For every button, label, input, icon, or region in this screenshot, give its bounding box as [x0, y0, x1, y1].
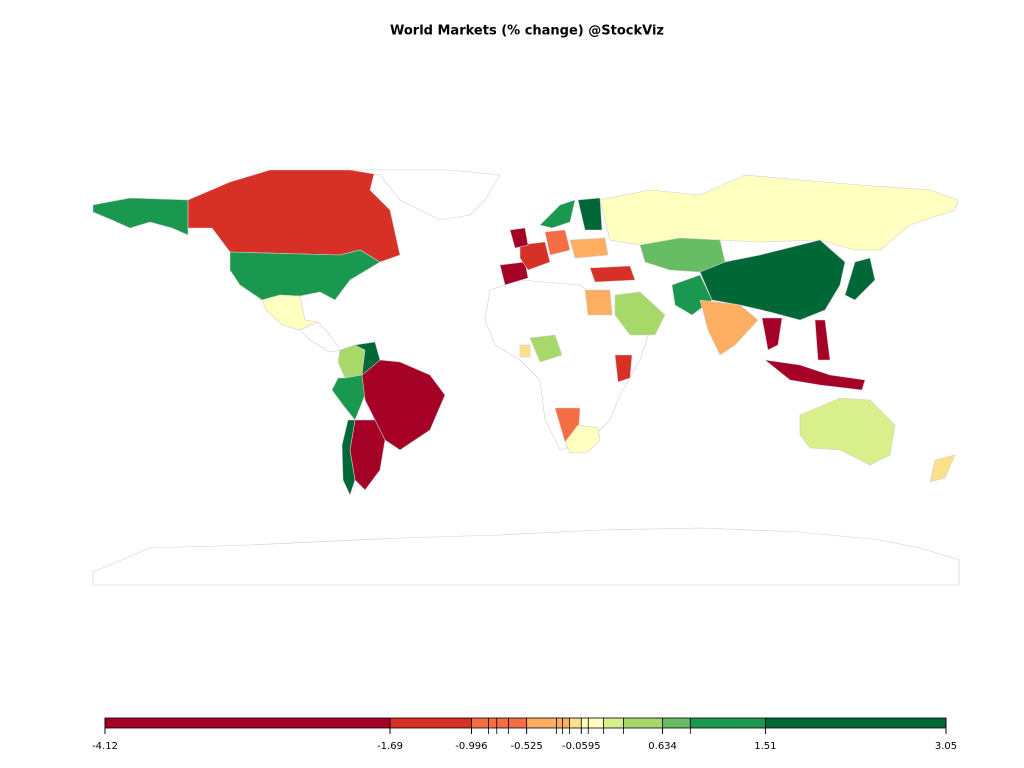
country — [699, 299, 759, 356]
legend-frame — [104, 717, 947, 729]
country — [331, 374, 366, 421]
legend-tick-label: -4.12 — [92, 741, 118, 752]
legend-segment — [556, 718, 563, 728]
country — [539, 199, 576, 229]
map-title: World Markets (% change) @StockViz — [390, 24, 664, 39]
country — [799, 397, 896, 466]
country — [614, 354, 633, 383]
country — [349, 419, 386, 491]
country — [341, 419, 356, 496]
country — [929, 454, 956, 483]
country — [529, 334, 563, 363]
legend-tick-label: 3.05 — [935, 741, 957, 752]
legend-segment — [690, 718, 766, 728]
country — [814, 319, 831, 361]
legend-tick-label: -1.69 — [377, 741, 403, 752]
country — [577, 197, 603, 231]
country — [761, 317, 783, 351]
country — [584, 289, 613, 316]
legend-segment — [105, 718, 391, 728]
legend-segment — [471, 718, 489, 728]
legend-tick-label: 1.51 — [754, 741, 776, 752]
country — [187, 169, 401, 263]
country — [92, 197, 189, 236]
legend-segment — [765, 718, 946, 728]
country — [261, 294, 320, 331]
legend: -4.12 -1.69 -0.996 -0.525 -0.0595 0.634 1.51 3.… — [92, 717, 957, 752]
legend-segment — [390, 718, 472, 728]
country — [519, 241, 551, 271]
country — [763, 359, 866, 391]
legend-segment — [569, 718, 582, 728]
legend-segment — [496, 718, 509, 728]
legend-tick-label: 0.634 — [648, 741, 677, 752]
legend-segment — [488, 718, 497, 728]
country — [564, 424, 601, 454]
legend-segment — [588, 718, 604, 728]
country — [569, 237, 609, 259]
country — [599, 174, 959, 251]
country — [509, 227, 529, 249]
country — [361, 359, 446, 451]
legend-segment — [508, 718, 527, 728]
antarctica — [92, 527, 960, 586]
legend-segment — [623, 718, 663, 728]
legend-tick-label: -0.996 — [455, 741, 487, 752]
legend-segment — [526, 718, 557, 728]
country — [519, 344, 531, 358]
country — [499, 261, 529, 286]
legend-tick-label: -0.525 — [511, 741, 543, 752]
legend-segment — [562, 718, 570, 728]
country — [589, 265, 636, 283]
country — [844, 257, 876, 301]
legend-segment — [581, 718, 589, 728]
country — [614, 291, 666, 336]
country — [337, 344, 366, 379]
world-map — [92, 169, 960, 586]
country — [349, 169, 501, 221]
legend-segment — [603, 718, 624, 728]
legend-tick-label: -0.0595 — [562, 741, 601, 752]
country — [544, 229, 571, 256]
legend-segment — [662, 718, 691, 728]
country — [229, 249, 381, 301]
